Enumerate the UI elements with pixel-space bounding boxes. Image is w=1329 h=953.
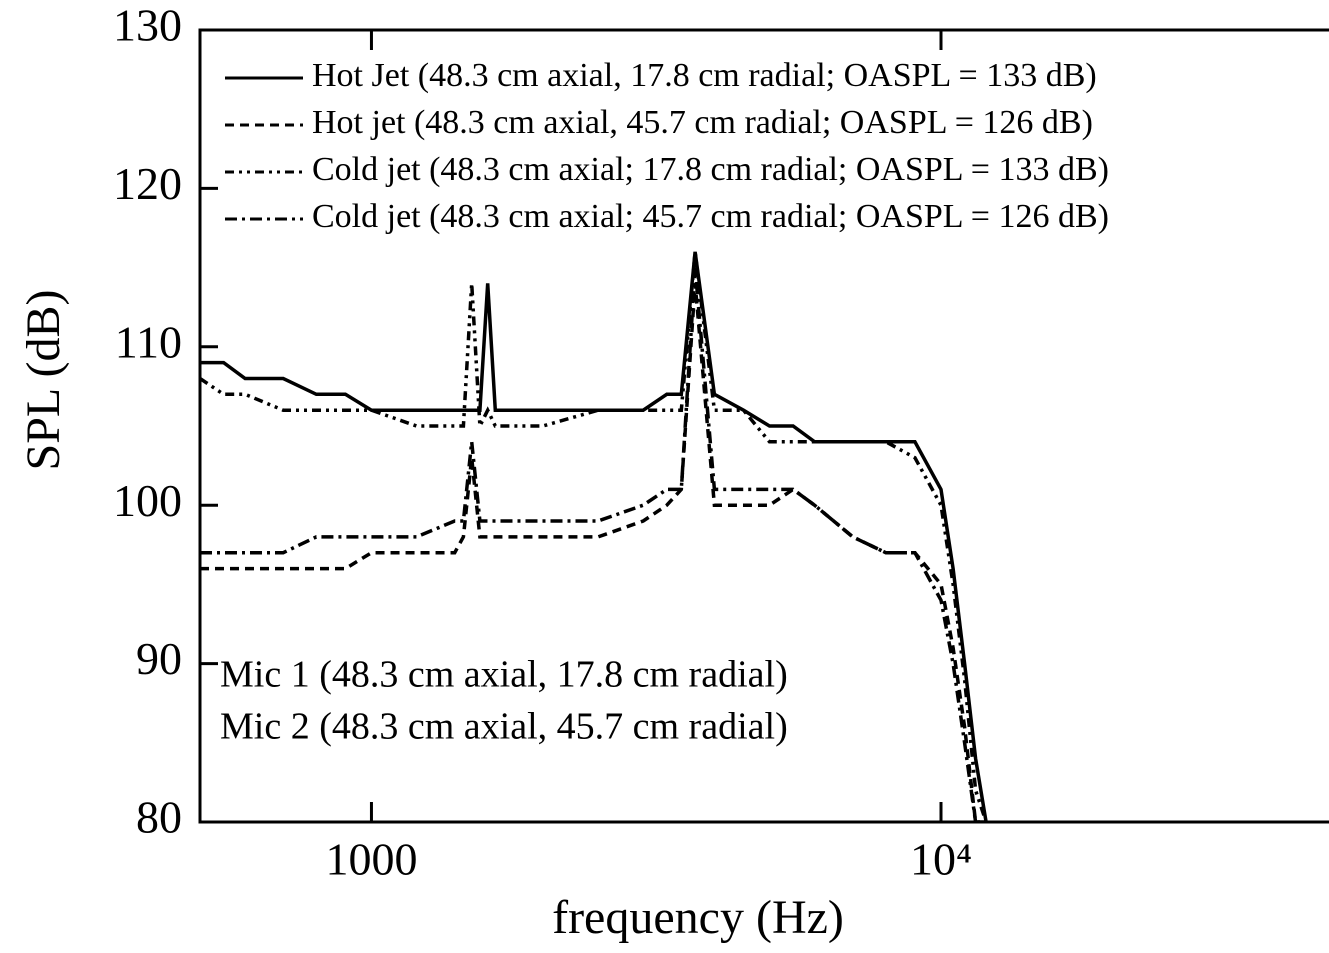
x-tick-label: 1000: [325, 834, 417, 885]
y-tick-label: 120: [113, 158, 182, 209]
y-tick-label: 100: [113, 475, 182, 526]
y-tick-label: 80: [136, 792, 182, 843]
lines: [200, 251, 988, 822]
annotation: Mic 1 (48.3 cm axial, 17.8 cm radial): [220, 654, 788, 696]
series-line: [200, 283, 987, 822]
legend-label: Hot Jet (48.3 cm axial, 17.8 cm radial; …: [312, 57, 1097, 94]
plot-frame: [198, 28, 1329, 824]
y-tick-label: 130: [113, 0, 182, 51]
legend-label: Cold jet (48.3 cm axial; 45.7 cm radial;…: [312, 198, 1109, 235]
legend-label: Hot jet (48.3 cm axial, 45.7 cm radial; …: [312, 104, 1093, 141]
series-line: [200, 251, 988, 822]
y-tick-label: 110: [115, 316, 182, 367]
y-tick-label: 90: [136, 633, 182, 684]
legend-label: Cold jet (48.3 cm axial; 17.8 cm radial;…: [312, 151, 1109, 188]
y-axis-label: SPL (dB): [17, 290, 70, 471]
annotation: Mic 2 (48.3 cm axial, 45.7 cm radial): [220, 706, 788, 748]
x-axis-label: frequency (Hz): [552, 891, 844, 944]
x-tick-label: 10⁴: [910, 834, 972, 885]
